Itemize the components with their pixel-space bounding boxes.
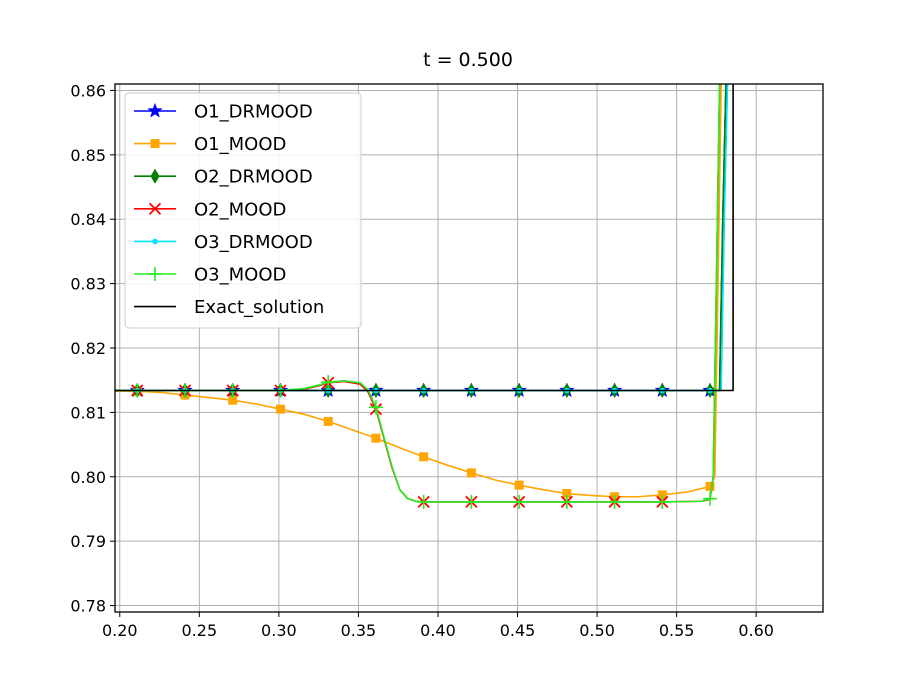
y-axis: 0.78 0.79 0.80 0.81 0.82 0.83 0.84 0.85 0.86 — [70, 81, 115, 616]
y-tick-label: 0.83 — [70, 275, 106, 294]
legend-entry-o2-mood: O2_MOOD — [134, 199, 286, 220]
x-tick-label: 0.55 — [659, 621, 695, 640]
data-point-o3-mood — [416, 494, 431, 509]
legend-entry-o2-drmood: O2_DRMOOD — [134, 167, 313, 188]
data-point-o3-mood — [607, 494, 622, 509]
x-tick-label: 0.35 — [341, 621, 377, 640]
legend-marker — [148, 267, 162, 281]
series-line-o1-mood — [115, 84, 722, 498]
legend-entry-exact-solution: Exact_solution — [134, 297, 324, 318]
x-tick-label: 0.30 — [261, 621, 297, 640]
series-exact-solution — [115, 84, 734, 392]
legend-marker — [150, 139, 160, 149]
data-point-o3-mood — [512, 494, 527, 509]
y-tick-label: 0.81 — [70, 403, 106, 422]
legend-box — [124, 92, 362, 329]
legend-label: O1_MOOD — [194, 134, 286, 155]
legend-entry-o3-mood: O3_MOOD — [134, 265, 286, 286]
y-tick-label: 0.86 — [70, 81, 106, 100]
data-point-o1-mood — [705, 481, 715, 491]
y-tick-label: 0.85 — [70, 146, 106, 165]
legend-entry-o3-drmood: O3_DRMOOD — [134, 232, 313, 253]
legend-label: O2_DRMOOD — [194, 167, 313, 188]
legend: O1_DRMOOD O1_MOOD O2_DRMOOD O2_MOOD O3_DRMOO… — [124, 92, 362, 329]
x-tick-label: 0.40 — [420, 621, 456, 640]
legend-label: O2_MOOD — [194, 199, 286, 220]
data-point-o1-mood — [275, 404, 285, 414]
y-tick-label: 0.79 — [70, 532, 106, 551]
legend-entry-o1-drmood: O1_DRMOOD — [134, 102, 313, 123]
x-tick-label: 0.25 — [182, 621, 218, 640]
y-tick-label: 0.82 — [70, 339, 106, 358]
legend-entry-o1-mood: O1_MOOD — [134, 134, 286, 155]
data-point-o3-mood — [559, 494, 574, 509]
x-tick-label: 0.45 — [500, 621, 536, 640]
data-point-o1-mood — [562, 489, 572, 499]
data-point-o3-mood — [703, 491, 718, 506]
data-point-o1-mood — [323, 416, 333, 426]
data-point-o1-mood — [466, 468, 476, 478]
legend-label: O3_DRMOOD — [194, 232, 313, 253]
legend-marker — [147, 102, 163, 118]
chart-title: t = 0.500 — [423, 49, 513, 71]
series-line-exact-solution — [115, 84, 734, 392]
legend-marker — [148, 202, 162, 215]
y-tick-label: 0.84 — [70, 210, 106, 229]
series-line-o3-mood — [115, 84, 721, 503]
legend-label: O3_MOOD — [194, 265, 286, 286]
x-tick-label: 0.60 — [738, 621, 774, 640]
data-point-o1-mood — [228, 395, 238, 405]
series-layer — [115, 84, 734, 509]
y-tick-label: 0.78 — [70, 597, 106, 616]
legend-label: O1_DRMOOD — [194, 102, 313, 123]
x-tick-label: 0.50 — [579, 621, 615, 640]
data-point-o1-mood — [514, 480, 524, 490]
legend-label: Exact_solution — [194, 297, 324, 318]
legend-marker — [150, 168, 160, 184]
legend-marker — [152, 238, 158, 245]
data-point-o3-mood — [655, 494, 670, 509]
data-point-o1-mood — [657, 490, 667, 500]
data-point-o1-mood — [419, 452, 429, 462]
data-point-o3-mood — [321, 375, 336, 390]
y-tick-label: 0.80 — [70, 468, 106, 487]
x-tick-label: 0.20 — [102, 621, 138, 640]
data-point-o1-mood — [371, 433, 381, 443]
data-point-o3-mood — [464, 494, 479, 509]
x-axis: 0.20 0.25 0.30 0.35 0.40 0.45 0.50 0.55 0.60 — [102, 612, 774, 640]
data-point-o3-mood — [368, 400, 383, 415]
